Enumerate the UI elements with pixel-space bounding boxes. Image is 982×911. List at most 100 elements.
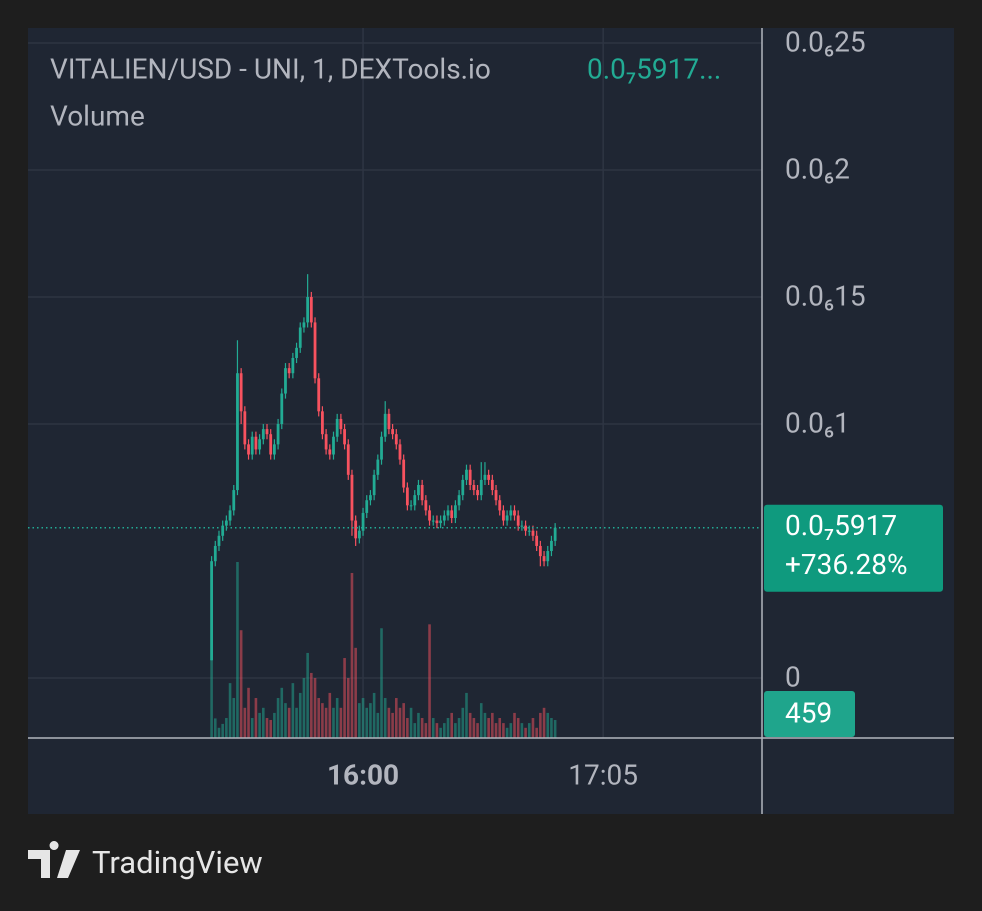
volume-bar	[450, 712, 454, 738]
volume-bar	[550, 718, 553, 738]
volume-bar	[276, 698, 280, 738]
candle-body	[372, 474, 376, 496]
volume-bar	[262, 707, 265, 738]
candle-body	[224, 520, 228, 526]
change-label: +736.28%	[785, 548, 907, 581]
candle-body	[261, 429, 265, 440]
candle-body	[413, 495, 417, 506]
volume-bar	[350, 572, 354, 738]
volume-bar	[472, 718, 476, 738]
chart-panel	[28, 28, 954, 814]
volume-bar	[527, 723, 531, 738]
volume-bar	[509, 723, 513, 738]
candle-body	[487, 474, 491, 480]
volume-bar	[383, 698, 387, 738]
candle-body	[357, 530, 361, 539]
volume-bar	[443, 723, 446, 738]
volume-bar	[225, 718, 228, 738]
candle-body	[324, 434, 328, 450]
x-tick-label: 17:05	[568, 758, 638, 791]
candle-body	[457, 495, 461, 506]
candle-body	[472, 484, 476, 491]
volume-bar	[358, 703, 361, 738]
candle-body	[490, 479, 494, 491]
volume-bar	[409, 707, 413, 738]
price-tag	[764, 504, 943, 592]
volume-bar	[365, 707, 369, 738]
volume-bar	[221, 723, 224, 738]
candle-body	[420, 484, 424, 501]
volume-tag-label: 459	[785, 696, 832, 729]
volume-bar	[439, 727, 442, 738]
candle-body	[531, 530, 535, 536]
candle-body	[428, 510, 431, 521]
volume-bar	[376, 712, 380, 738]
candle-body	[502, 510, 505, 521]
volume-bar	[454, 723, 457, 738]
candle-body	[520, 525, 524, 527]
y-tick-label: 0.0₆2	[785, 152, 850, 185]
candle-body	[453, 505, 457, 519]
volume-bar	[228, 683, 232, 738]
volume-bar	[269, 719, 272, 738]
volume-bar	[465, 692, 468, 738]
candle-body	[361, 512, 365, 531]
grid	[28, 28, 762, 738]
candle-body	[228, 510, 232, 521]
volume-bar	[446, 718, 450, 738]
volume-bar	[313, 678, 317, 738]
volume-bar	[502, 723, 505, 738]
volume-bar	[287, 707, 291, 738]
candle-body	[269, 434, 273, 455]
volume-bar	[324, 707, 328, 738]
candle-body	[383, 413, 387, 437]
candle-body	[272, 444, 276, 455]
candle-body	[405, 487, 409, 506]
candle-body	[284, 368, 287, 394]
candle-body	[505, 515, 509, 521]
volume-bar	[247, 687, 250, 738]
volume-bar	[476, 723, 479, 738]
candle-body	[461, 479, 465, 496]
candle-body	[369, 495, 372, 501]
volume-bar	[291, 683, 295, 738]
candle-body	[402, 459, 406, 488]
candle-body	[243, 411, 247, 445]
candle-body	[321, 411, 324, 435]
volume-bar	[310, 672, 313, 738]
candle-body	[524, 525, 527, 531]
volume-bar	[505, 727, 509, 738]
volume-bar	[332, 707, 335, 738]
candle-body	[513, 510, 516, 516]
candle-body	[247, 444, 250, 455]
volume-bar	[535, 727, 538, 738]
volume-bar	[461, 707, 465, 738]
volume-bar	[431, 718, 435, 738]
candle-body	[298, 327, 302, 348]
candle-body	[479, 479, 483, 496]
candle-body	[365, 500, 369, 513]
volume-bar	[457, 718, 461, 738]
candle-body	[217, 535, 221, 546]
candle-body	[391, 429, 394, 435]
logo-icon	[28, 841, 80, 878]
volume-bar	[339, 707, 343, 738]
volume-bar	[428, 624, 431, 738]
volume-bar	[217, 727, 221, 738]
candle-body	[236, 373, 239, 491]
volume-bar	[420, 718, 424, 738]
volume-bar	[542, 707, 546, 738]
volume-bar	[213, 718, 217, 738]
candle-body	[295, 347, 298, 358]
volume-bar	[387, 707, 391, 738]
candle-body	[232, 490, 236, 511]
x-tick-label: 16:00	[327, 758, 399, 791]
candle-body	[287, 368, 291, 374]
candle-body	[239, 373, 243, 412]
candle-body	[465, 469, 468, 480]
volume-bar	[335, 698, 339, 738]
candle-body	[280, 393, 284, 425]
volume-bar	[491, 712, 494, 738]
candle-body	[387, 413, 391, 430]
candle-body	[535, 535, 539, 546]
